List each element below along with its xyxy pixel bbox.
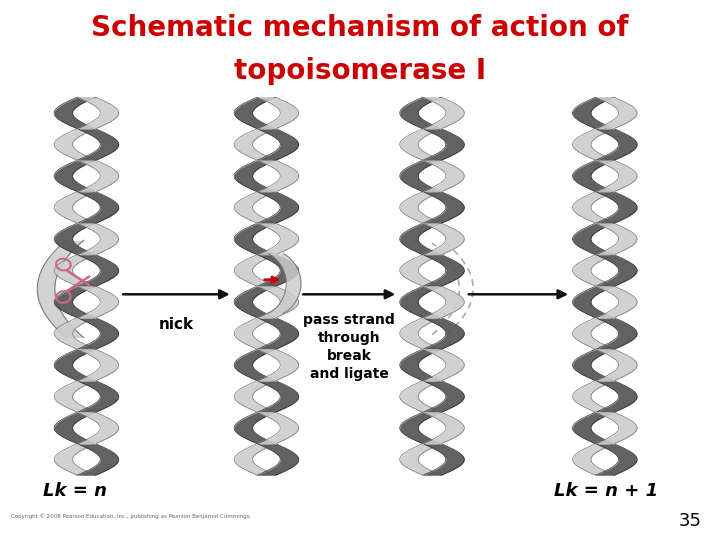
Text: 35: 35 xyxy=(679,512,702,530)
Text: Schematic mechanism of action of: Schematic mechanism of action of xyxy=(91,14,629,42)
Text: pass strand
through
break
and ligate: pass strand through break and ligate xyxy=(303,313,395,381)
Text: Lk = n + 1: Lk = n + 1 xyxy=(554,482,659,500)
Text: Lk = n: Lk = n xyxy=(43,482,107,500)
Text: topoisomerase I: topoisomerase I xyxy=(234,57,486,85)
Text: nick: nick xyxy=(159,317,194,332)
Text: Copyright © 2008 Pearson Education, Inc., publishing as Pearson Benjamin Cumming: Copyright © 2008 Pearson Education, Inc.… xyxy=(11,514,251,519)
